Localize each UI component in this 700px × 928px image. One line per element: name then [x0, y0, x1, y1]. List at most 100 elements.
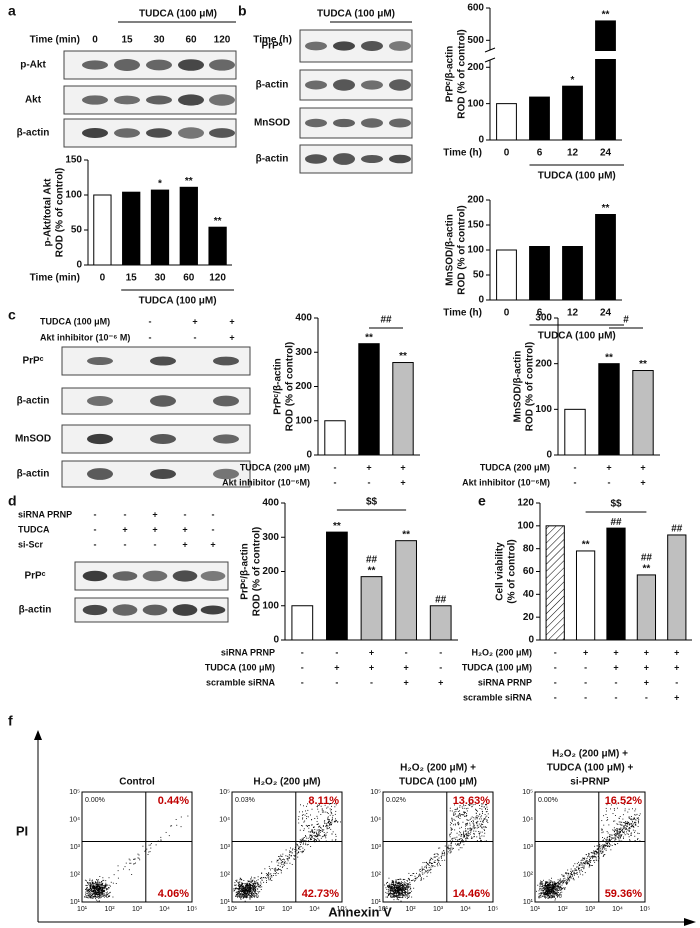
y-axis-label: ROD (% of control)	[525, 342, 536, 431]
event-dot	[252, 887, 254, 889]
event-dot	[246, 885, 248, 887]
event-dot	[581, 870, 583, 872]
event-dot	[577, 866, 579, 868]
event-dot	[96, 892, 98, 894]
event-dot	[101, 881, 102, 883]
event-dot	[637, 826, 639, 827]
condition-sign: +	[229, 332, 234, 342]
event-dot	[473, 836, 475, 838]
event-dot	[638, 817, 639, 819]
event-dot	[251, 885, 253, 887]
event-dot	[459, 805, 461, 807]
event-dot	[454, 837, 456, 839]
event-dot	[459, 847, 461, 849]
event-dot	[465, 839, 467, 841]
event-dot	[242, 893, 244, 895]
event-dot	[394, 893, 396, 895]
event-dot	[475, 816, 477, 818]
event-dot	[94, 892, 96, 894]
event-dot	[88, 884, 90, 886]
event-dot	[551, 885, 553, 887]
event-dot	[578, 876, 580, 878]
event-dot	[627, 811, 629, 813]
event-dot	[394, 892, 396, 894]
condition-sign: -	[301, 647, 304, 657]
event-dot	[617, 830, 619, 832]
event-dot	[638, 818, 640, 820]
event-dot	[326, 828, 328, 830]
event-dot	[411, 874, 413, 876]
event-dot	[577, 861, 579, 863]
event-dot	[474, 804, 476, 806]
event-dot	[560, 888, 562, 890]
event-dot	[482, 826, 484, 828]
event-dot	[427, 871, 429, 873]
condition-label: TUDCA (100 μM)	[40, 316, 110, 326]
event-dot	[590, 860, 592, 861]
event-dot	[395, 882, 397, 884]
event-dot	[311, 824, 313, 826]
event-dot	[315, 831, 317, 833]
y-tick-label: 10¹	[523, 899, 534, 906]
event-dot	[555, 888, 557, 890]
event-dot	[243, 892, 244, 893]
event-dot	[551, 888, 553, 890]
event-dot	[470, 830, 472, 832]
event-dot	[616, 833, 618, 835]
y-tick-label: 150	[467, 220, 484, 231]
event-dot	[301, 839, 303, 841]
event-dot	[92, 887, 93, 889]
y-tick-label: 10²	[371, 871, 382, 878]
event-dot	[397, 894, 399, 896]
event-dot	[398, 879, 399, 881]
event-dot	[426, 867, 427, 869]
event-dot	[578, 869, 580, 871]
x-tick-label: 10⁴	[159, 906, 170, 913]
event-dot	[105, 895, 107, 897]
event-dot	[287, 858, 289, 860]
condition-label: TUDCA	[18, 524, 50, 534]
event-dot	[244, 890, 246, 892]
event-dot	[614, 831, 615, 832]
event-dot	[563, 880, 565, 881]
event-dot	[293, 854, 295, 856]
event-dot	[483, 835, 485, 837]
event-dot	[305, 824, 307, 826]
event-dot	[568, 872, 569, 874]
event-dot	[559, 888, 561, 890]
event-dot	[240, 898, 242, 900]
event-dot	[252, 885, 254, 887]
event-dot	[312, 832, 314, 833]
event-dot	[430, 857, 432, 859]
event-dot	[465, 805, 467, 806]
event-dot	[247, 892, 249, 894]
event-dot	[451, 847, 453, 849]
event-dot	[546, 885, 548, 887]
event-dot	[399, 889, 401, 890]
event-dot	[544, 885, 546, 887]
event-dot	[247, 884, 249, 886]
event-dot	[439, 865, 441, 866]
event-dot	[543, 892, 545, 894]
event-dot	[615, 829, 617, 831]
event-dot	[316, 833, 318, 834]
y-tick-label: 10⁴	[219, 816, 230, 823]
event-dot	[274, 871, 276, 872]
event-dot	[98, 897, 99, 899]
event-dot	[99, 892, 100, 894]
event-dot	[238, 881, 240, 883]
event-dot	[588, 861, 590, 863]
event-dot	[620, 824, 622, 826]
event-dot	[396, 883, 398, 885]
event-dot	[110, 881, 112, 883]
event-dot	[276, 859, 278, 861]
event-dot	[470, 803, 472, 805]
event-dot	[473, 823, 475, 825]
event-dot	[302, 850, 304, 852]
event-dot	[589, 860, 591, 862]
event-dot	[608, 843, 610, 844]
condition-sign: -	[584, 692, 587, 702]
event-dot	[326, 826, 328, 828]
event-dot	[610, 804, 612, 806]
event-dot	[410, 880, 412, 882]
